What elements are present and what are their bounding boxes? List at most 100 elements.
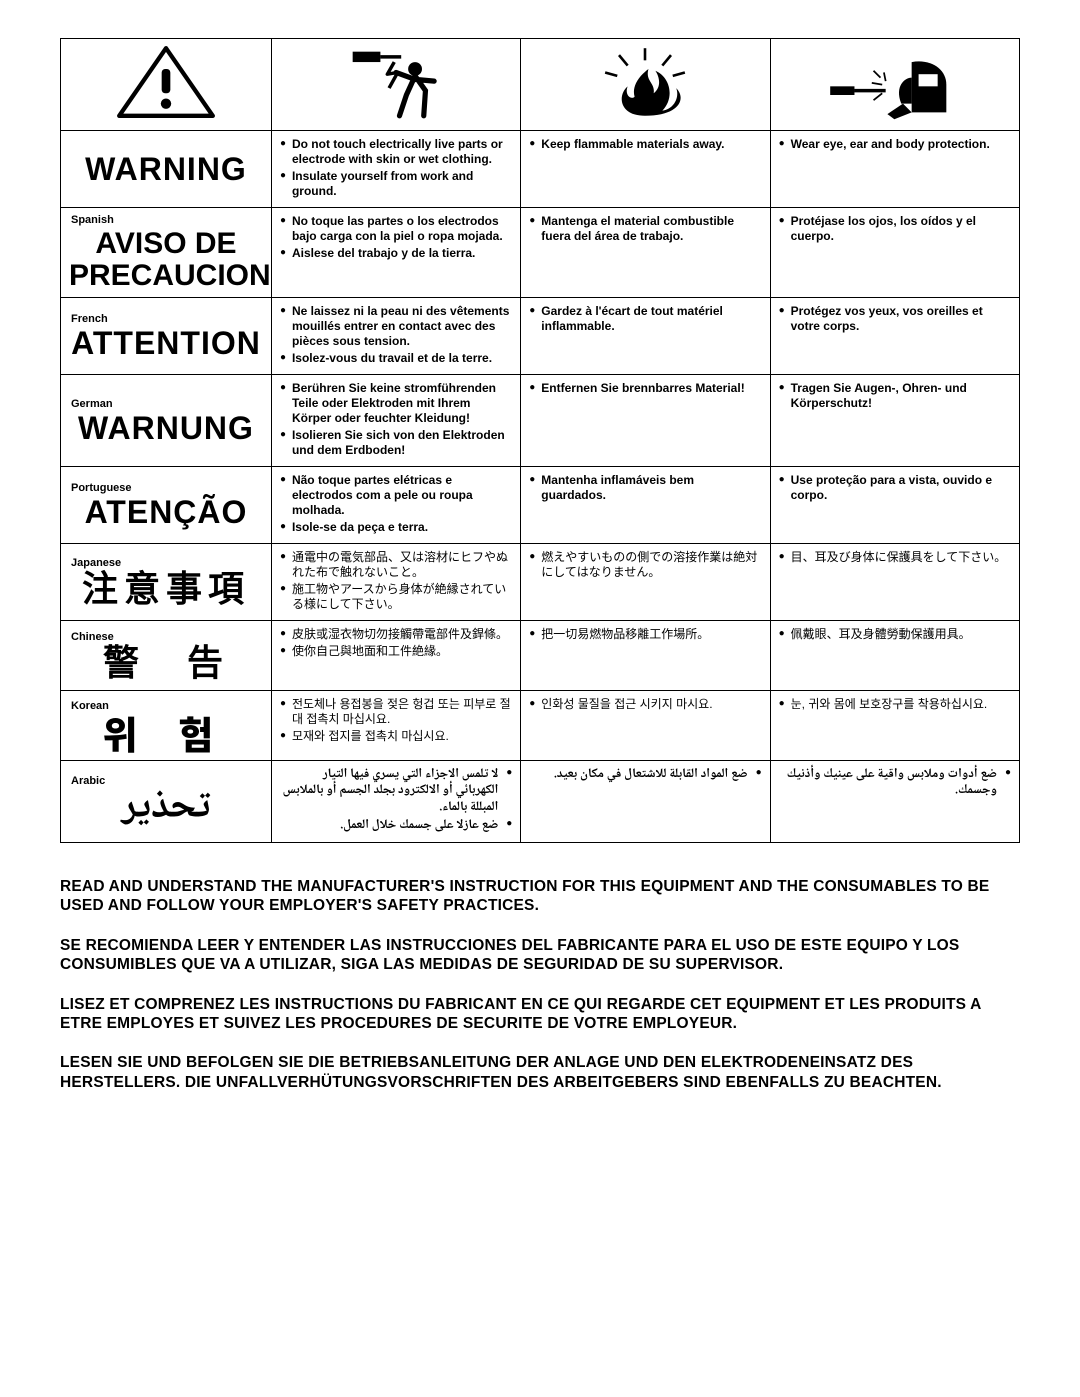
warning-bullet-list: No toque las partes o los electrodos baj… [280, 214, 512, 261]
warning-bullet-list: 눈, 귀와 몸에 보호장구를 착용하십시요. [779, 697, 1011, 712]
warning-bullet: Não toque partes elétricas e electrodos … [280, 473, 512, 518]
warning-row: SpanishAVISO DE PRECAUCION No toque las p… [61, 208, 1020, 298]
warning-bullet: 使你自己與地面和工件絶緣。 [280, 644, 512, 659]
warning-row: Chinese 警 告皮肤或湿衣物切勿接觸帶電部件及銲條。使你自己與地面和工件絶緣… [61, 621, 1020, 691]
warning-text-cell: Do not touch electrically live parts or … [271, 131, 520, 208]
warning-title: AVISO DE PRECAUCION [69, 228, 263, 291]
warning-bullet-list: Não toque partes elétricas e electrodos … [280, 473, 512, 535]
shock-icon-cell [271, 39, 520, 131]
warning-row: Portuguese ATENÇÃO Não toque partes elétri… [61, 467, 1020, 544]
warning-bullet: Do not touch electrically live parts or … [280, 137, 512, 167]
warning-bullet: Isolieren Sie sich von den Elektroden un… [280, 428, 512, 458]
warning-title-cell: Chinese 警 告 [61, 621, 272, 691]
warning-bullet: Keep flammable materials away. [529, 137, 761, 152]
warning-title-cell: WARNING [61, 131, 272, 208]
warning-text-cell: Entfernen Sie brennbarres Material! [521, 375, 770, 467]
warning-bullet: 모재와 접지를 접촉치 마십시요. [280, 729, 512, 744]
electric-shock-person-icon [344, 43, 448, 121]
warning-text-cell: ضع أدوات وملابس واقية على عينيك وأذنيك و… [770, 761, 1019, 843]
warning-bullet-list: Entfernen Sie brennbarres Material! [529, 381, 761, 396]
warning-bullet-list: 전도체나 용접봉을 젖은 헝겁 또는 피부로 절대 접촉치 마십시요. 모재와 접… [280, 697, 512, 744]
warning-title: 위 험 [69, 714, 263, 752]
fire-icon-cell [521, 39, 770, 131]
warning-row: Arabicتحذيرلا تلمس الاجزاء التي يسري فيه… [61, 761, 1020, 843]
warning-bullet: 인화성 물질을 접근 시키지 마시요. [529, 697, 761, 712]
warning-title: WARNING [69, 153, 263, 185]
warning-bullet: Ne laissez ni la peau ni des vêtements m… [280, 304, 512, 349]
warning-bullet-list: Tragen Sie Augen-, Ohren- und Körperschu… [779, 381, 1011, 411]
warning-title: تحذير [69, 789, 263, 829]
warning-bullet: ضع عازلا على جسمك خلال العمل. [280, 818, 512, 834]
warning-bullet: Insulate yourself from work and ground. [280, 169, 512, 199]
warning-text-cell: No toque las partes o los electrodos baj… [271, 208, 520, 298]
language-label: Chinese [71, 631, 263, 643]
warning-bullet-list: Do not touch electrically live parts or … [280, 137, 512, 199]
warning-bullet: No toque las partes o los electrodos baj… [280, 214, 512, 244]
warning-bullet: Isolez-vous du travail et de la terre. [280, 351, 512, 366]
footer-paragraphs: READ AND UNDERSTAND THE MANUFACTURER'S I… [60, 877, 1020, 1092]
warning-text-cell: Ne laissez ni la peau ni des vêtements m… [271, 298, 520, 375]
footer-paragraph: LISEZ ET COMPRENEZ LES INSTRUCTIONS DU F… [60, 995, 1020, 1034]
warning-text-cell: 인화성 물질을 접근 시키지 마시요. [521, 691, 770, 761]
warning-text-cell: Wear eye, ear and body protection. [770, 131, 1019, 208]
warning-text-cell: 전도체나 용접봉을 젖은 헝겁 또는 피부로 절대 접촉치 마십시요. 모재와 접… [271, 691, 520, 761]
warning-bullet-list: 皮肤或湿衣物切勿接觸帶電部件及銲條。使你自己與地面和工件絶緣。 [280, 627, 512, 659]
warning-bullet-list: Mantenha inflamáveis bem guardados. [529, 473, 761, 503]
warning-text-cell: 눈, 귀와 몸에 보호장구를 착용하십시요. [770, 691, 1019, 761]
warning-title-cell: Japanese注意事項 [61, 544, 272, 621]
warning-bullet-list: 燃えやすいものの側での溶接作業は絶対にしてはなりません。 [529, 550, 761, 580]
language-label: German [71, 398, 263, 410]
safety-warning-page: WARNING Do not touch electrically live pa… [0, 0, 1080, 1397]
warning-grid: WARNING Do not touch electrically live pa… [60, 38, 1020, 843]
warning-row: Japanese注意事項通電中の電気部品、又は溶材にヒフやぬれた布で触れないこと… [61, 544, 1020, 621]
warning-text-cell: 佩戴眼、耳及身體勞動保護用具。 [770, 621, 1019, 691]
warning-bullet: ضع أدوات وملابس واقية على عينيك وأذنيك و… [779, 767, 1011, 800]
warning-bullet: 通電中の電気部品、又は溶材にヒフやぬれた布で触れないこと。 [280, 550, 512, 580]
language-label: Portuguese [71, 482, 263, 494]
warning-title: ATENÇÃO [69, 496, 263, 528]
warning-bullet: 把一切易燃物品移離工作場所。 [529, 627, 761, 642]
warning-bullet-list: Use proteção para a vista, ouvido e corp… [779, 473, 1011, 503]
warning-text-cell: 把一切易燃物品移離工作場所。 [521, 621, 770, 691]
warning-bullet-list: ضع أدوات وملابس واقية على عينيك وأذنيك و… [779, 767, 1011, 800]
warning-bullet-list: لا تلمس الاجزاء التي يسري فيها التيار ال… [280, 767, 512, 834]
footer-paragraph: READ AND UNDERSTAND THE MANUFACTURER'S I… [60, 877, 1020, 916]
warning-row: WARNING Do not touch electrically live pa… [61, 131, 1020, 208]
warning-title-cell: Arabicتحذير [61, 761, 272, 843]
warning-bullet: 전도체나 용접봉을 젖은 헝겁 또는 피부로 절대 접촉치 마십시요. [280, 697, 512, 727]
warning-bullet: Protégez vos yeux, vos oreilles et votre… [779, 304, 1011, 334]
warning-bullet: Aislese del trabajo y de la tierra. [280, 246, 512, 261]
warning-text-cell: Mantenga el material combustible fuera d… [521, 208, 770, 298]
warning-bullet: Entfernen Sie brennbarres Material! [529, 381, 761, 396]
warning-text-cell: Não toque partes elétricas e electrodos … [271, 467, 520, 544]
warning-text-cell: Gardez à l'écart de tout matériel inflam… [521, 298, 770, 375]
warning-bullet: 目、耳及び身体に保護具をして下さい。 [779, 550, 1011, 565]
warning-bullet: Mantenha inflamáveis bem guardados. [529, 473, 761, 503]
warning-bullet-list: Berühren Sie keine stromführenden Teile … [280, 381, 512, 458]
warning-text-cell: 目、耳及び身体に保護具をして下さい。 [770, 544, 1019, 621]
warning-title: ATTENTION [69, 327, 263, 359]
warning-bullet-list: 佩戴眼、耳及身體勞動保護用具。 [779, 627, 1011, 642]
footer-paragraph: SE RECOMIENDA LEER Y ENTENDER LAS INSTRU… [60, 936, 1020, 975]
warning-bullet-list: Protégez vos yeux, vos oreilles et votre… [779, 304, 1011, 334]
warning-bullet: Wear eye, ear and body protection. [779, 137, 1011, 152]
warning-row: FrenchATTENTIONNe laissez ni la peau ni … [61, 298, 1020, 375]
warning-bullet-list: Wear eye, ear and body protection. [779, 137, 1011, 152]
ppe-icon-cell [770, 39, 1019, 131]
warning-bullet-list: ضع المواد القابلة للاشتعال في مكان بعيد. [529, 767, 761, 783]
warning-title-cell: FrenchATTENTION [61, 298, 272, 375]
warning-title: 警 告 [69, 645, 263, 681]
warning-bullet-list: Gardez à l'écart de tout matériel inflam… [529, 304, 761, 334]
icon-header-row [61, 39, 1020, 131]
warning-bullet: 燃えやすいものの側での溶接作業は絶対にしてはなりません。 [529, 550, 761, 580]
warning-bullet-list: 把一切易燃物品移離工作場所。 [529, 627, 761, 642]
welding-ppe-icon [825, 43, 964, 121]
warning-bullet-list: Mantenga el material combustible fuera d… [529, 214, 761, 244]
warning-title-cell: SpanishAVISO DE PRECAUCION [61, 208, 272, 298]
warning-text-cell: Tragen Sie Augen-, Ohren- und Körperschu… [770, 375, 1019, 467]
warning-bullet-list: 目、耳及び身体に保護具をして下さい。 [779, 550, 1011, 565]
caution-triangle-icon [114, 43, 218, 121]
warning-bullet-list: Keep flammable materials away. [529, 137, 761, 152]
warning-title: WARNUNG [69, 412, 263, 444]
warning-bullet: لا تلمس الاجزاء التي يسري فيها التيار ال… [280, 767, 512, 816]
